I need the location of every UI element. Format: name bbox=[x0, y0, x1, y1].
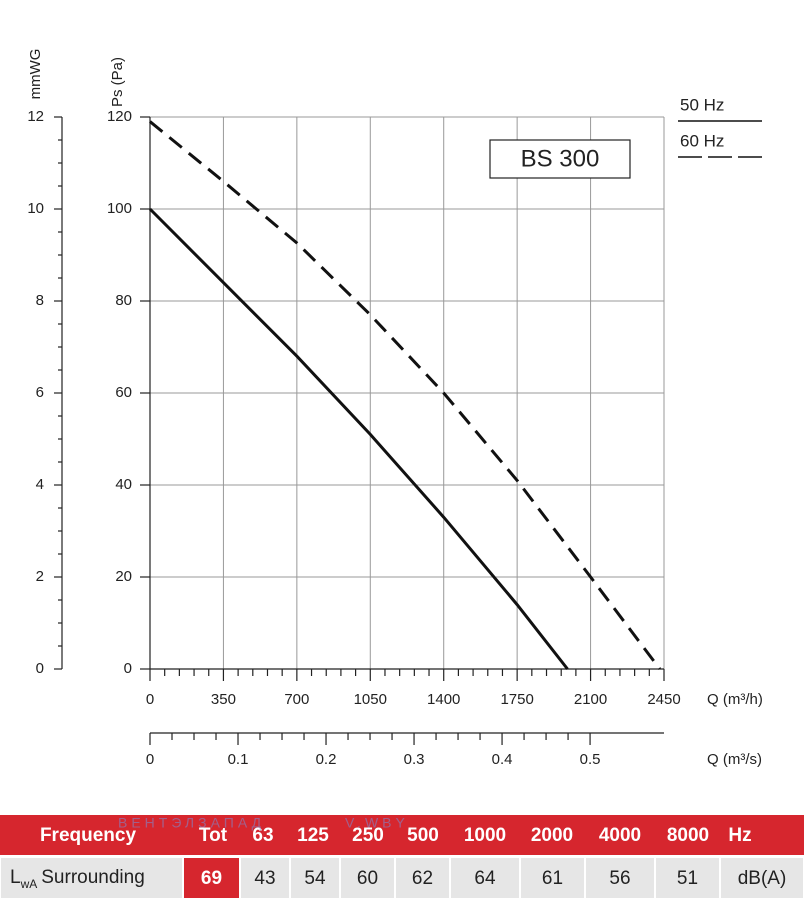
header-cell: Frequency bbox=[40, 825, 137, 846]
header-cell: 1000 bbox=[464, 825, 506, 846]
data-cell-bg bbox=[721, 858, 803, 898]
x-axis-title: Q (m³/h) bbox=[707, 691, 763, 708]
header-cell: Tot bbox=[199, 825, 228, 846]
unit-cell: dB(A) bbox=[738, 868, 787, 889]
y2-axis-title: mmWG bbox=[27, 49, 44, 100]
header-cell: 4000 bbox=[599, 825, 641, 846]
data-cell-bg bbox=[291, 858, 339, 898]
header-cell: 2000 bbox=[531, 825, 573, 846]
data-cell: 64 bbox=[474, 868, 496, 889]
x2-tick-label: 0.4 bbox=[492, 751, 513, 768]
x2-axis-title: Q (m³/s) bbox=[707, 751, 762, 768]
x2-tick-label: 0.2 bbox=[316, 751, 337, 768]
header-cell: 63 bbox=[252, 825, 273, 846]
header-cell: 250 bbox=[352, 825, 384, 846]
y-tick-label: 80 bbox=[115, 292, 132, 309]
x-tick-label: 0 bbox=[146, 691, 154, 708]
header-cell: 8000 bbox=[667, 825, 709, 846]
data-cell-bg bbox=[241, 858, 289, 898]
curve bbox=[149, 120, 661, 670]
data-cell: 54 bbox=[304, 868, 326, 889]
y2-tick-label: 6 bbox=[36, 384, 44, 401]
data-cell-bg bbox=[184, 858, 239, 898]
y-tick-label: 60 bbox=[115, 384, 132, 401]
legend-label: 50 Hz bbox=[680, 95, 724, 114]
data-cell-bg bbox=[521, 858, 584, 898]
row-label-part: Surrounding bbox=[41, 867, 145, 888]
y-axis-title: Ps (Pa) bbox=[109, 57, 126, 107]
x2-tick-label: 0.1 bbox=[228, 751, 249, 768]
watermark: ВЕНТЭЛЗАПАД bbox=[118, 815, 265, 831]
legend-label: 60 Hz bbox=[680, 131, 724, 150]
data-cell: 62 bbox=[412, 868, 433, 889]
model-label: BS 300 bbox=[521, 145, 600, 172]
y2-tick-label: 12 bbox=[27, 108, 44, 125]
data-cell-bg bbox=[396, 858, 449, 898]
data-cell-bg bbox=[451, 858, 519, 898]
y-tick-label: 100 bbox=[107, 200, 132, 217]
x-tick-label: 700 bbox=[284, 691, 309, 708]
model-box bbox=[489, 139, 631, 179]
y-tick-label: 40 bbox=[115, 476, 132, 493]
x2-tick-label: 0 bbox=[146, 751, 154, 768]
y2-tick-label: 0 bbox=[36, 660, 44, 677]
data-cell: 61 bbox=[542, 868, 563, 889]
x-tick-label: 2450 bbox=[647, 691, 680, 708]
data-cell: 43 bbox=[254, 868, 275, 889]
x-tick-label: 1750 bbox=[500, 691, 533, 708]
y-tick-label: 120 bbox=[107, 108, 132, 125]
x2-tick-label: 0.3 bbox=[404, 751, 425, 768]
x-tick-label: 350 bbox=[211, 691, 236, 708]
data-cell: 51 bbox=[677, 868, 698, 889]
header-cell: 500 bbox=[407, 825, 439, 846]
header-cell: Hz bbox=[728, 825, 751, 846]
y2-tick-label: 8 bbox=[36, 292, 44, 309]
header-cell: 125 bbox=[297, 825, 329, 846]
x-tick-label: 2100 bbox=[574, 691, 607, 708]
data-cell: 56 bbox=[609, 868, 630, 889]
x-tick-label: 1050 bbox=[354, 691, 387, 708]
data-cell: 60 bbox=[357, 868, 378, 889]
y-tick-label: 20 bbox=[115, 568, 132, 585]
x-tick-label: 1400 bbox=[427, 691, 460, 708]
data-cell: 69 bbox=[201, 868, 222, 889]
y2-tick-label: 2 bbox=[36, 568, 44, 585]
data-cell-bg bbox=[586, 858, 654, 898]
data-cell-bg bbox=[341, 858, 394, 898]
header-row bbox=[0, 815, 804, 855]
y-tick-label: 0 bbox=[124, 660, 132, 677]
row-label-part: L bbox=[10, 867, 21, 888]
x2-tick-label: 0.5 bbox=[580, 751, 601, 768]
data-cell-bg bbox=[656, 858, 719, 898]
table: Frequency Tot 63 125 250 500 1000 2000 4000 8000 H… bbox=[0, 815, 804, 898]
watermark: V.WBY bbox=[345, 815, 409, 831]
data-cell-bg bbox=[1, 858, 182, 898]
row-label: LwA Surrounding bbox=[10, 867, 145, 891]
y2-tick-label: 10 bbox=[27, 200, 44, 217]
row-label-part: wA bbox=[20, 877, 38, 891]
y2-tick-label: 4 bbox=[36, 476, 44, 493]
curve bbox=[148, 207, 569, 670]
